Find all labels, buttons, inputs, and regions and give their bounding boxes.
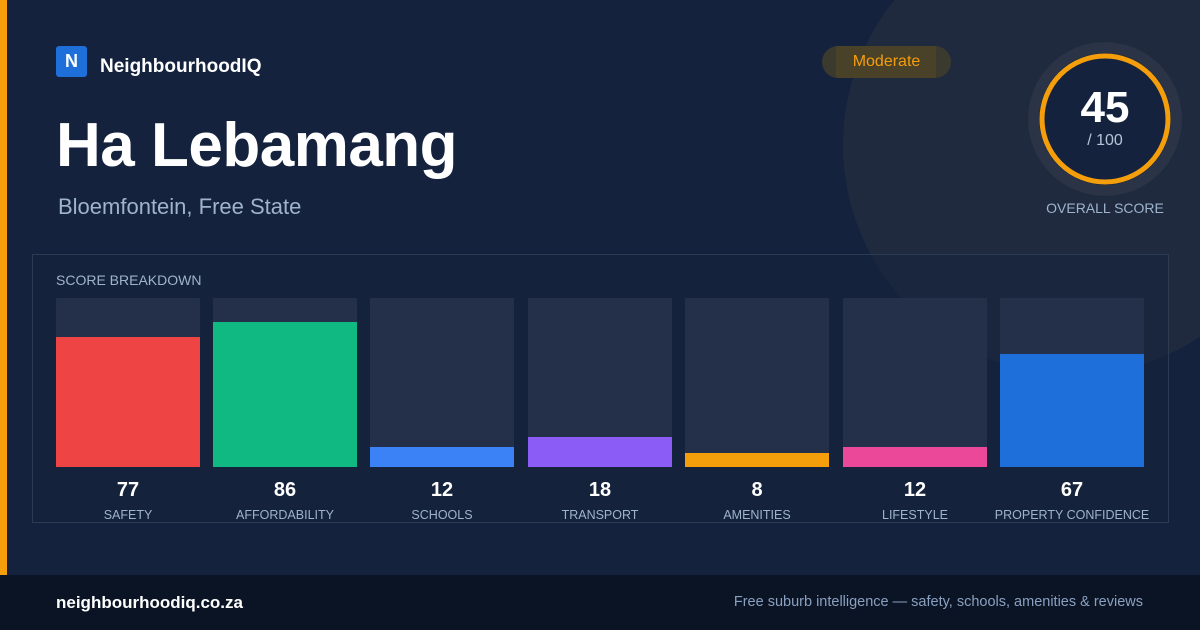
footer: neighbourhoodiq.co.za Free suburb intell…: [0, 575, 1200, 630]
score-ring-inner: [1039, 53, 1171, 185]
logo-icon: N: [56, 46, 87, 77]
bar-fill: [1000, 354, 1144, 467]
bar-value: 12: [903, 479, 927, 501]
footer-tagline: Free suburb intelligence — safety, schoo…: [733, 594, 1143, 610]
overall-score-ring: [1028, 42, 1182, 196]
bar-track: [1000, 298, 1144, 467]
suburb-title: Ha Lebamang: [56, 111, 458, 180]
bar-fill: [685, 453, 829, 467]
bar-label: SAFETY: [103, 508, 153, 522]
overall-score-max: / 100: [1087, 132, 1123, 149]
bar-fill: [528, 437, 672, 467]
score-ring-progress: [1039, 53, 1171, 185]
bar-label: PROPERTY CONFIDENCE: [994, 508, 1150, 522]
bar-fill: [843, 447, 987, 467]
brand-name: NeighbourhoodIQ: [100, 56, 262, 77]
bar-track: [528, 298, 672, 467]
bar-label: TRANSPORT: [561, 508, 639, 522]
bar-label: LIFESTYLE: [882, 508, 948, 522]
bar-track: [56, 298, 200, 467]
rating-badge-label: Moderate: [852, 53, 921, 70]
bar-value: 8: [751, 479, 763, 501]
bar-label: SCHOOLS: [411, 508, 473, 522]
bar-label: AMENITIES: [723, 508, 791, 522]
bar-value: 67: [1060, 479, 1084, 501]
bar-value: 86: [273, 479, 297, 501]
bar-label: AFFORDABILITY: [236, 508, 334, 522]
bar-track: [843, 298, 987, 467]
score-breakdown-title: SCORE BREAKDOWN: [56, 272, 202, 288]
bar-value: 12: [430, 479, 454, 501]
bar-fill: [56, 337, 200, 467]
overall-score-caption: OVERALL SCORE: [1046, 200, 1164, 216]
share-card: N NeighbourhoodIQ Ha Lebamang Bloemfonte…: [0, 0, 1200, 575]
bar-value: 18: [588, 479, 612, 501]
overall-score-value: 45: [1080, 83, 1130, 132]
bar-fill: [370, 447, 514, 467]
suburb-location: Bloemfontein, Free State: [58, 194, 302, 219]
bar-track: [370, 298, 514, 467]
accent-bar: [0, 0, 7, 575]
footer-domain-link[interactable]: neighbourhoodiq.co.za: [56, 593, 243, 612]
bar-fill: [213, 322, 357, 467]
rating-badge: Moderate: [822, 46, 951, 78]
bar-value: 77: [116, 479, 140, 501]
bar-track: [685, 298, 829, 467]
rating-badge-highlight: [836, 46, 936, 78]
bar-track: [213, 298, 357, 467]
